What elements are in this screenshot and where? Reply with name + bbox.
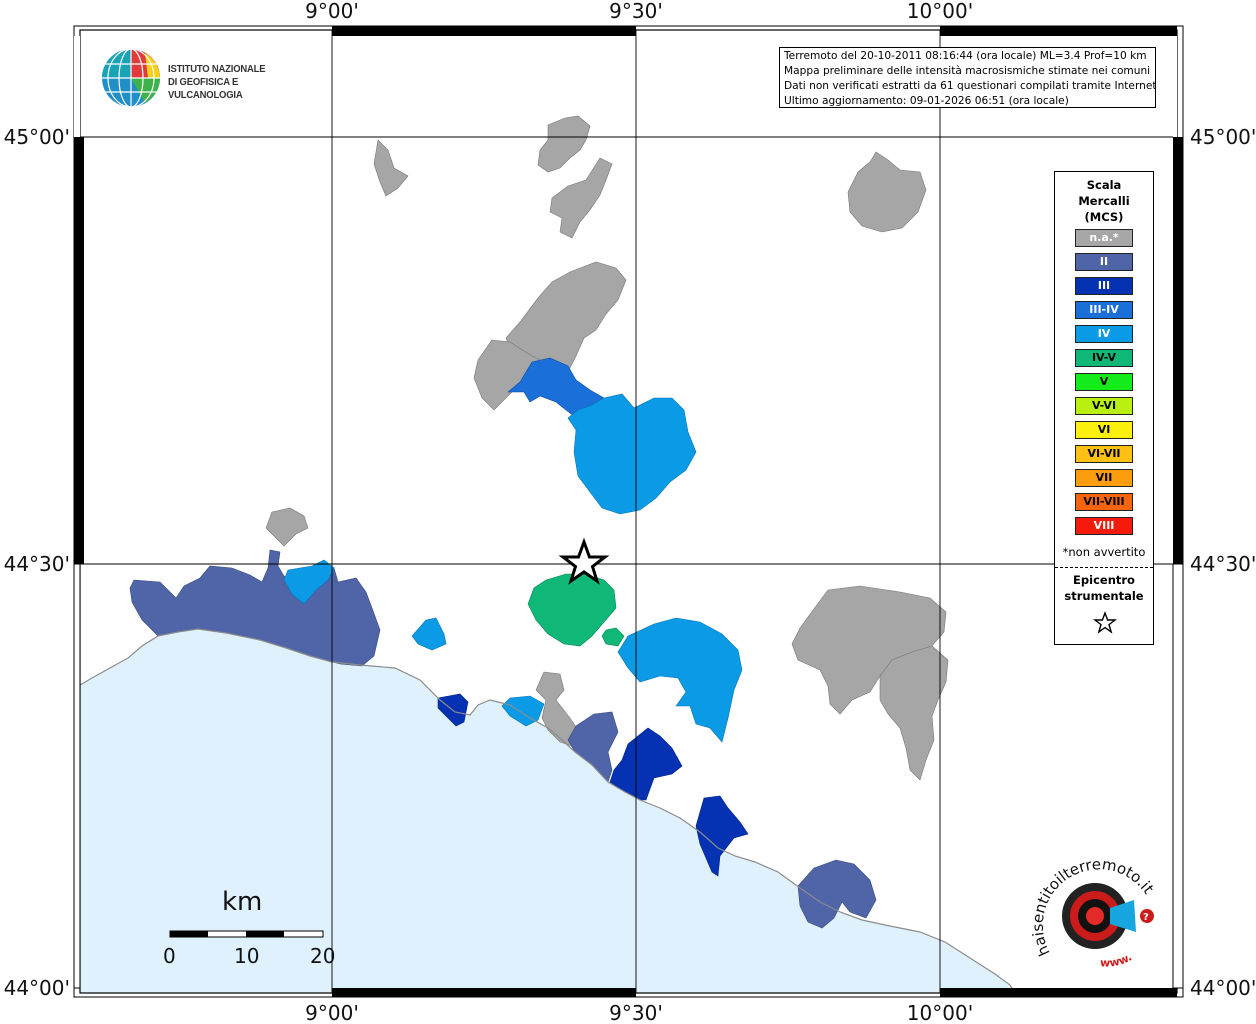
legend-swatch-ii: II	[1075, 253, 1133, 271]
ingv-logo: ISTITUTO NAZIONALE DI GEOFISICA E VULCAN…	[100, 46, 320, 110]
lon-label-top-3: 10°00'	[907, 0, 973, 23]
legend-swatch-v: V	[1075, 373, 1133, 391]
legend-swatch-na: n.a.*	[1075, 229, 1133, 247]
map-frame	[73, 25, 1184, 998]
lon-label-bottom-3: 10°00'	[907, 1001, 973, 1024]
legend-title-line1: Scala	[1086, 178, 1122, 192]
haisentito-logo: ? haisentitoilterremoto.it www.	[1030, 858, 1158, 970]
legend-epicenter-line1: Epicentro	[1073, 573, 1135, 587]
lat-label-right-2: 44°30'	[1190, 552, 1256, 576]
legend-swatch-iii-iv: III-IV	[1075, 301, 1133, 319]
lat-label-right-3: 44°00'	[1190, 976, 1256, 1000]
svg-text:?: ?	[1143, 912, 1149, 923]
legend-swatch-iii: III	[1075, 277, 1133, 295]
scalebar-label-0: 0	[163, 944, 176, 968]
scalebar-unit: km	[222, 887, 263, 917]
event-info-line2: Mappa preliminare delle intensità macros…	[784, 65, 1151, 77]
coastline	[79, 628, 1016, 994]
legend-epicenter-line2: strumentale	[1064, 589, 1144, 603]
lon-label-bottom-1: 9°00'	[305, 1001, 359, 1024]
legend-star-icon	[1092, 610, 1118, 634]
legend-note: *non avvertito	[1062, 545, 1146, 559]
mcs-legend: Scala Mercalli (MCS) n.a.* II III III-IV IV I…	[1054, 171, 1154, 645]
legend-title: Scala Mercalli (MCS)	[1055, 177, 1153, 225]
event-info-line4: Ultimo aggiornamento: 09-01-2026 06:51 (…	[784, 95, 1069, 107]
lat-label-left-3: 44°00'	[4, 976, 70, 1000]
legend-swatch-v-vi: V-VI	[1075, 397, 1133, 415]
badge-prefix: www.	[1100, 950, 1134, 969]
epicenter-star-icon	[558, 537, 610, 585]
lon-label-top-1: 9°00'	[305, 0, 359, 23]
event-info-line1: Terremoto del 20-10-2011 08:16:44 (ora l…	[784, 50, 1147, 62]
communes-intensity-III-IV	[507, 357, 605, 417]
communes-intensity-IV	[283, 393, 743, 743]
legend-swatch-vi-vii: VI-VII	[1075, 445, 1133, 463]
legend-swatch-viii: VIII	[1075, 517, 1133, 535]
legend-separator	[1055, 567, 1153, 568]
lat-label-right-1: 45°00'	[1190, 125, 1256, 149]
scale-bar	[169, 930, 324, 938]
legend-swatch-vii-viii: VII-VIII	[1075, 493, 1133, 511]
legend-swatch-vi: VI	[1075, 421, 1133, 439]
legend-title-line3: (MCS)	[1084, 210, 1124, 224]
scalebar-label-10: 10	[234, 944, 260, 968]
communes-intensity-III	[437, 693, 749, 877]
legend-epicenter-label: Epicentro strumentale	[1055, 572, 1153, 604]
communes-intensity-IV-V	[527, 573, 625, 647]
event-info-box: Terremoto del 20-10-2011 08:16:44 (ora l…	[779, 47, 1156, 108]
sea-area	[80, 629, 1015, 993]
institute-name-line2: DI GEOFISICA E VULCANOLOGIA	[168, 76, 243, 101]
legend-swatch-iv: IV	[1075, 325, 1133, 343]
legend-swatch-vii: VII	[1075, 469, 1133, 487]
ingv-globe-logo-icon	[102, 48, 160, 108]
communes-not-felt	[265, 115, 949, 781]
graticule	[80, 30, 1177, 993]
lon-label-top-2: 9°30'	[609, 0, 663, 23]
institute-name-line1: ISTITUTO NAZIONALE	[168, 63, 266, 75]
lon-label-bottom-2: 9°30'	[609, 1001, 663, 1024]
event-info-line3: Dati non verificati estratti da 61 quest…	[784, 80, 1156, 92]
legend-swatch-iv-v: IV-V	[1075, 349, 1133, 367]
scalebar-label-20: 20	[310, 944, 336, 968]
lat-label-left-1: 45°00'	[4, 125, 70, 149]
lat-label-left-2: 44°30'	[4, 552, 70, 576]
legend-title-line2: Mercalli	[1078, 194, 1130, 208]
